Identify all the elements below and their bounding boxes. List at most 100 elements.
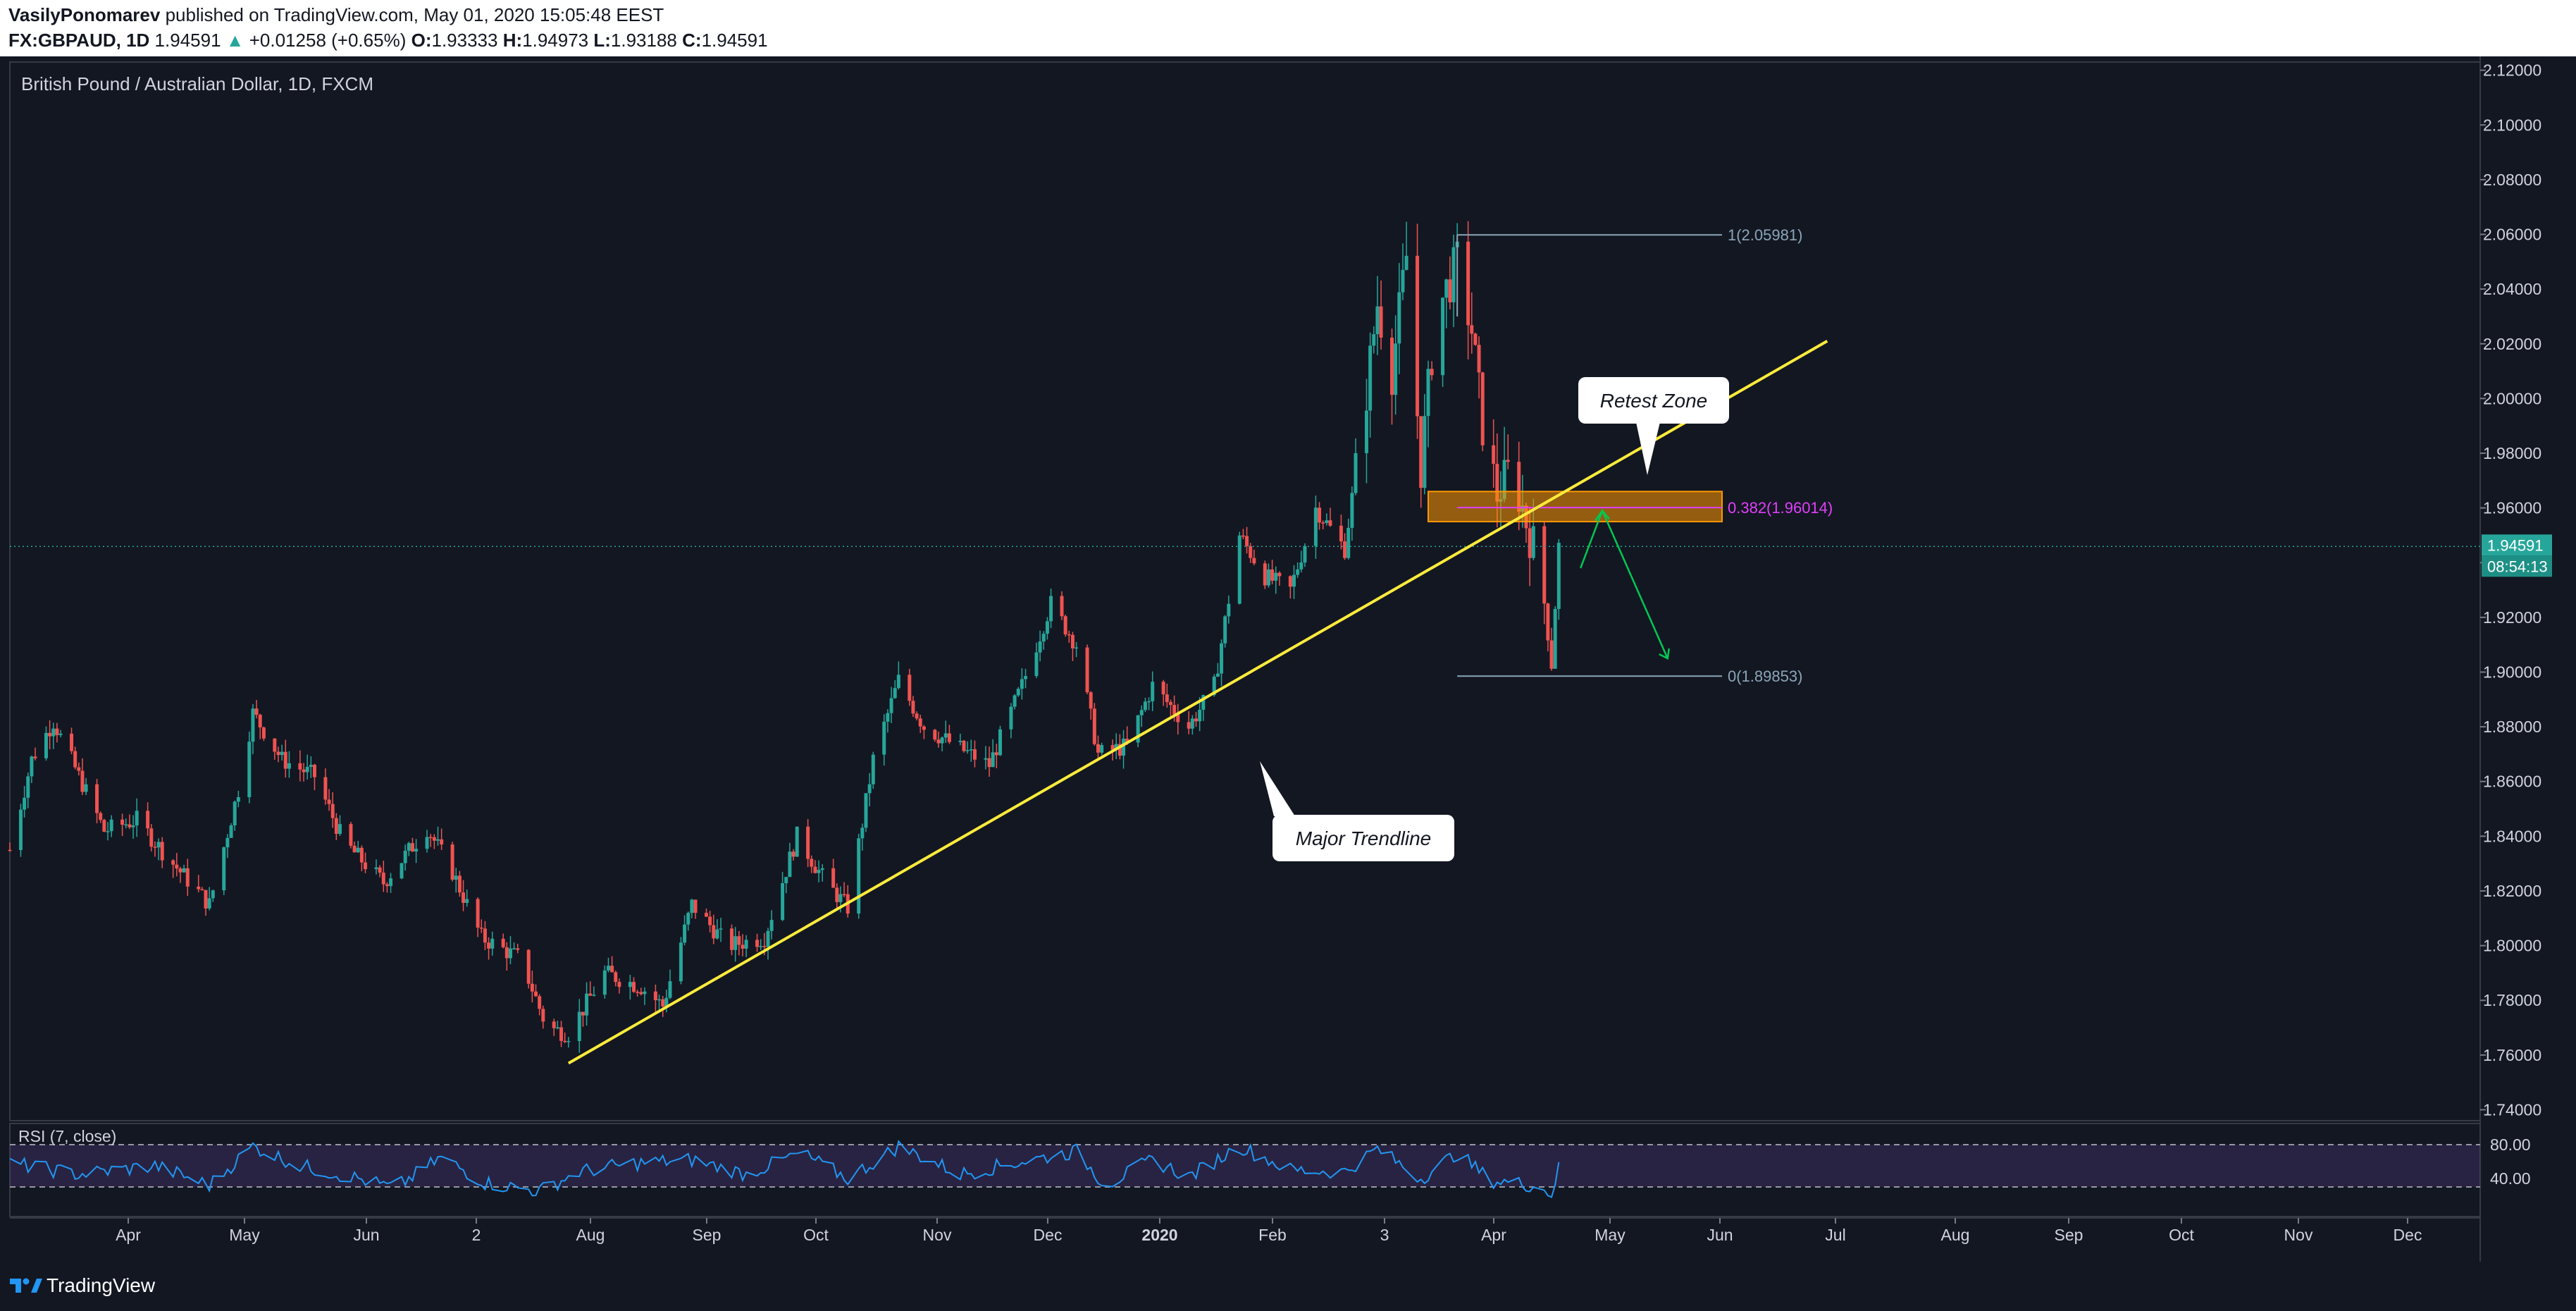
time-tick-label: 3 xyxy=(1380,1226,1389,1244)
candle-body xyxy=(1034,652,1039,677)
candle-body xyxy=(1372,334,1376,346)
major-trendline xyxy=(567,340,1828,1065)
rsi-band xyxy=(10,1145,2480,1187)
candle-body xyxy=(1136,715,1140,743)
candle-body xyxy=(131,825,135,827)
candle-body xyxy=(534,991,538,997)
candle-body xyxy=(501,938,505,947)
candle-body xyxy=(908,675,912,701)
candle-body xyxy=(1085,647,1089,693)
candle-body xyxy=(1473,333,1478,345)
candle-body xyxy=(1045,621,1049,634)
candle-body xyxy=(962,741,966,751)
fib-level-label: 0(1.89853) xyxy=(1728,667,1802,685)
candle-body xyxy=(1296,569,1300,575)
candle-body xyxy=(1292,574,1296,587)
candle-body xyxy=(610,966,614,973)
candle-body xyxy=(730,928,734,950)
candle-body xyxy=(1528,528,1532,558)
price-tick-label: 1.80000 xyxy=(2483,937,2541,955)
candle-body xyxy=(1212,677,1216,696)
candle-body xyxy=(1070,634,1075,648)
candle-body xyxy=(541,1009,545,1022)
projection-arrowhead-up xyxy=(1594,509,1611,522)
candle-body xyxy=(1139,710,1144,715)
retest-zone-callout-pointer xyxy=(1636,422,1660,475)
rsi-tick-label: 80.00 xyxy=(2490,1135,2531,1154)
low-label: L: xyxy=(593,30,611,51)
candle-body xyxy=(283,751,287,769)
price-tick-label: 1.88000 xyxy=(2483,718,2541,736)
candle-body xyxy=(994,752,998,756)
candle-body xyxy=(1346,527,1351,558)
candle-body xyxy=(639,992,643,995)
candle-body xyxy=(1404,255,1408,270)
price-tick-label: 2.06000 xyxy=(2483,226,2541,244)
candle-body xyxy=(247,741,252,798)
candle-body xyxy=(1397,292,1401,344)
candle-body xyxy=(287,763,291,769)
candle-body xyxy=(26,776,30,798)
candle-body xyxy=(1041,634,1046,642)
close-value: 1.94591 xyxy=(701,30,768,51)
price-tick-label: 1.82000 xyxy=(2483,882,2541,900)
candle-body xyxy=(80,770,85,792)
time-tick-label: Oct xyxy=(2169,1226,2194,1244)
candle-body xyxy=(1176,714,1180,722)
candle-body xyxy=(77,767,81,771)
major-trendline-callout-box xyxy=(1272,815,1454,861)
candle-body xyxy=(911,701,915,714)
candle-body xyxy=(715,929,719,939)
candle-body xyxy=(566,1040,571,1042)
candle-body xyxy=(1549,640,1554,669)
chart-area[interactable]: 2.12000 2.10000 2.08000 2.06000 2.04000 2.020… xyxy=(0,56,2576,1262)
price-tick-label: 2.04000 xyxy=(2483,280,2541,298)
tradingview-brand[interactable]: TradingView xyxy=(47,1274,156,1296)
candle-body xyxy=(1009,706,1013,730)
candle-body xyxy=(755,940,760,947)
open-label: O: xyxy=(411,30,432,51)
candle-body xyxy=(679,942,683,982)
candle-body xyxy=(1416,255,1420,417)
candle-body xyxy=(1368,345,1373,411)
candle-body xyxy=(1477,345,1481,373)
time-tick-label: Aug xyxy=(1941,1226,1970,1244)
author-name[interactable]: VasilyPonomarev xyxy=(8,4,161,25)
candle-body xyxy=(327,799,331,804)
price-tick-label: 1.86000 xyxy=(2483,773,2541,791)
major-trendline-callout-pointer xyxy=(1260,761,1295,816)
candle-body xyxy=(120,819,125,825)
candle-body xyxy=(1201,695,1206,710)
candle-body xyxy=(487,942,491,949)
candle-body xyxy=(972,749,977,760)
candle-body xyxy=(1114,744,1118,750)
candle-body xyxy=(312,765,316,777)
candle-body xyxy=(958,741,962,742)
publication-header: VasilyPonomarev published on TradingView… xyxy=(0,0,2576,56)
tradingview-logo-icon[interactable] xyxy=(7,1272,42,1297)
candle-body xyxy=(236,797,240,802)
price-tick-label: 2.12000 xyxy=(2483,61,2541,80)
candle-body xyxy=(810,858,814,867)
candle-body xyxy=(440,839,444,845)
candle-body xyxy=(1198,709,1202,722)
candle-body xyxy=(936,739,941,744)
price-tick-label: 1.92000 xyxy=(2483,608,2541,627)
candle-body xyxy=(450,844,454,880)
candle-body xyxy=(1161,682,1165,695)
candle-body xyxy=(95,784,99,813)
candle-body xyxy=(835,887,839,902)
candle-body xyxy=(261,727,266,739)
candle-body xyxy=(577,1011,581,1041)
price-tick-label: 1.96000 xyxy=(2483,499,2541,517)
candle-body xyxy=(483,928,487,943)
candle-body xyxy=(175,864,179,869)
candle-body xyxy=(795,826,799,857)
candle-body xyxy=(153,847,157,848)
candle-body xyxy=(585,993,589,1016)
last-price: 1.94591 xyxy=(154,30,221,51)
candle-body xyxy=(933,730,937,740)
candle-body xyxy=(512,948,516,949)
candle-body xyxy=(664,997,669,1007)
candle-body xyxy=(1096,744,1100,753)
